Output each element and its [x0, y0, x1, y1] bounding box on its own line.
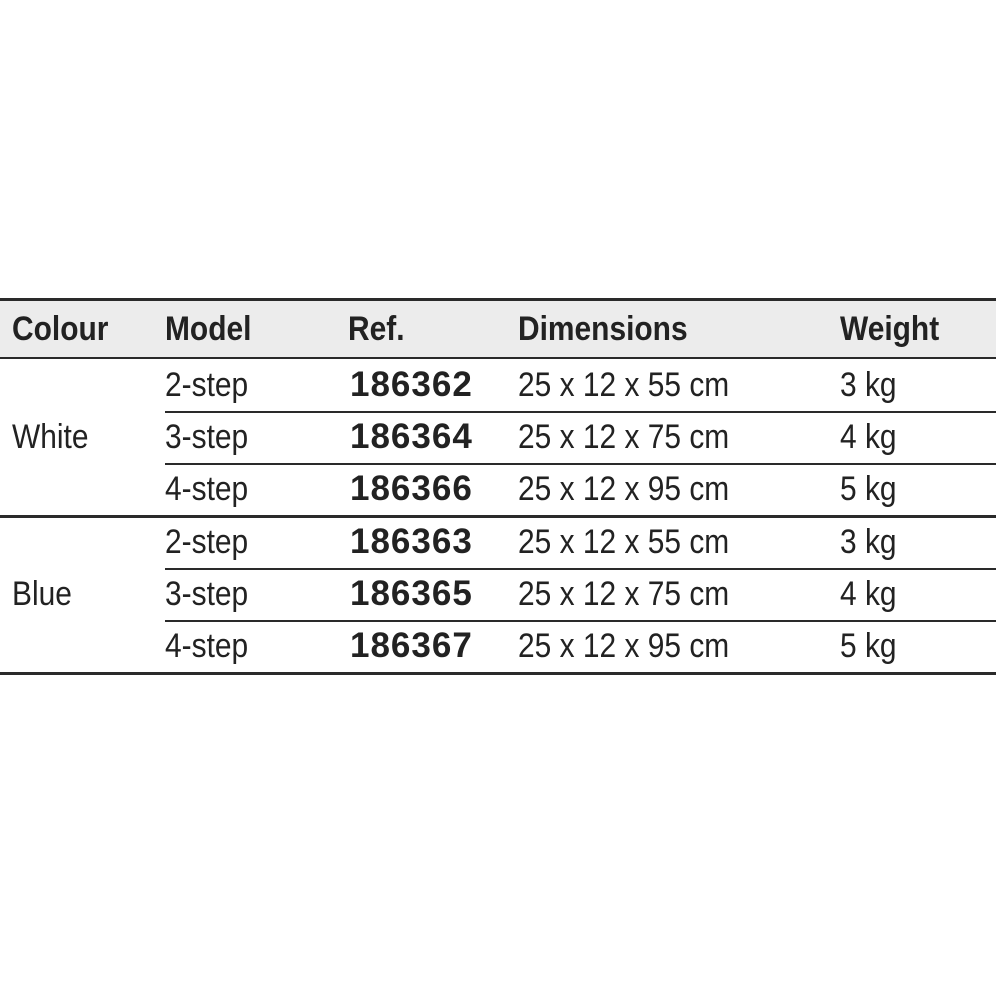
- header-dimensions: Dimensions: [518, 310, 688, 348]
- table-row: 2-step 186363 25 x 12 x 55 cm 3 kg: [165, 516, 996, 570]
- weight-cell: 4 kg: [840, 418, 897, 456]
- table-row: 4-step 186366 25 x 12 x 95 cm 5 kg: [165, 463, 996, 515]
- colour-label: White: [12, 418, 89, 456]
- ref-cell: 186363: [350, 522, 473, 561]
- header-colour: Colour: [12, 310, 109, 348]
- weight-cell: 5 kg: [840, 627, 897, 665]
- dimensions-cell: 25 x 12 x 95 cm: [518, 470, 730, 508]
- dimensions-cell: 25 x 12 x 95 cm: [518, 627, 730, 665]
- weight-cell: 3 kg: [840, 523, 897, 561]
- dimensions-cell: 25 x 12 x 55 cm: [518, 366, 730, 404]
- weight-cell: 3 kg: [840, 366, 897, 404]
- model-cell: 4-step: [165, 627, 249, 665]
- ref-cell: 186365: [350, 574, 473, 613]
- ref-cell: 186367: [350, 626, 473, 665]
- model-cell: 2-step: [165, 523, 249, 561]
- model-cell: 3-step: [165, 575, 249, 613]
- colour-label: Blue: [12, 575, 72, 613]
- group-rule: [0, 515, 996, 518]
- table-row: 2-step 186362 25 x 12 x 55 cm 3 kg: [165, 359, 996, 413]
- table-row: 3-step 186364 25 x 12 x 75 cm 4 kg: [165, 411, 996, 465]
- weight-cell: 5 kg: [840, 470, 897, 508]
- ref-cell: 186364: [350, 417, 473, 456]
- group-rule: [0, 672, 996, 675]
- table-header: Colour Model Ref. Dimensions Weight: [0, 301, 996, 359]
- ref-cell: 186362: [350, 365, 473, 404]
- colour-group: White 2-step 186362 25 x 12 x 55 cm 3 kg 3-st…: [0, 359, 996, 516]
- model-cell: 3-step: [165, 418, 249, 456]
- model-cell: 4-step: [165, 470, 249, 508]
- header-model: Model: [165, 310, 252, 348]
- dimensions-cell: 25 x 12 x 75 cm: [518, 575, 730, 613]
- ref-cell: 186366: [350, 469, 473, 508]
- top-rule: [0, 298, 996, 301]
- model-cell: 2-step: [165, 366, 249, 404]
- colour-group: Blue 2-step 186363 25 x 12 x 55 cm 3 kg 3-ste…: [0, 516, 996, 673]
- dimensions-cell: 25 x 12 x 75 cm: [518, 418, 730, 456]
- dimensions-cell: 25 x 12 x 55 cm: [518, 523, 730, 561]
- weight-cell: 4 kg: [840, 575, 897, 613]
- table-row: 3-step 186365 25 x 12 x 75 cm 4 kg: [165, 568, 996, 622]
- header-ref: Ref.: [348, 310, 405, 348]
- header-weight: Weight: [840, 310, 940, 348]
- table-row: 4-step 186367 25 x 12 x 95 cm 5 kg: [165, 620, 996, 672]
